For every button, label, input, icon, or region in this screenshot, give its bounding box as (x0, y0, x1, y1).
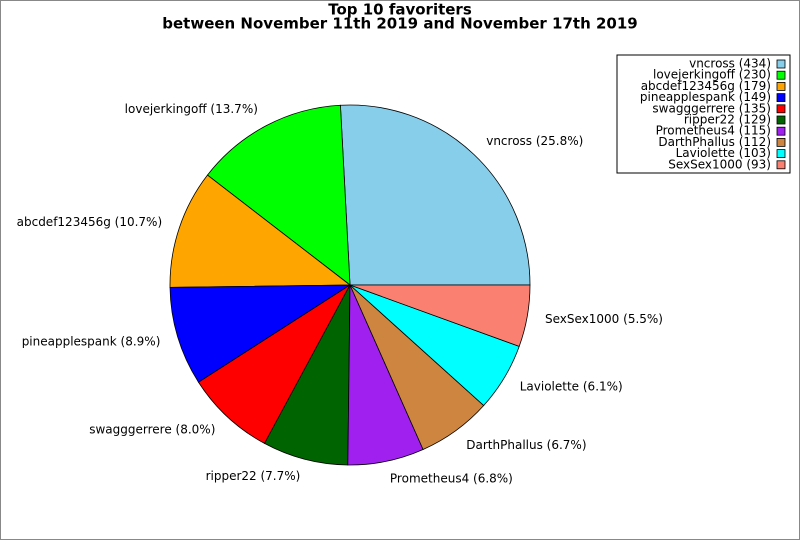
chart-subtitle: between November 11th 2019 and November … (162, 15, 638, 33)
slice-label: abcdef123456g (10.7%) (17, 215, 163, 229)
slice-label: vncross (25.8%) (486, 134, 583, 148)
legend-swatch (776, 115, 786, 125)
pie-slice (339, 104, 531, 286)
legend-label: abcdef123456g (179) (641, 79, 771, 93)
pie-slice (169, 174, 352, 288)
pie-slice (206, 104, 351, 286)
slice-label: SexSex1000 (5.5%) (545, 312, 663, 326)
legend-label: SexSex1000 (93) (668, 157, 771, 171)
legend-label: DarthPhallus (112) (658, 135, 771, 149)
legend-swatch (776, 93, 786, 102)
legend-label: swagggerrere (135) (652, 101, 771, 115)
slice-label: ripper22 (7.7%) (206, 469, 301, 483)
pie-slice (169, 284, 352, 383)
legend-swatch (776, 104, 786, 114)
legend-swatch (776, 126, 786, 136)
legend-swatch (776, 160, 786, 170)
legend-label: lovejerkingoff (230) (653, 68, 771, 82)
slice-label: lovejerkingoff (13.7%) (125, 102, 258, 116)
slice-label: swagggerrere (8.0%) (89, 423, 215, 437)
legend-label: Laviolette (103) (676, 146, 771, 160)
chart-title: Top 10 favoriters (328, 1, 472, 19)
slice-label: Laviolette (6.1%) (520, 379, 623, 393)
legend-label: pineapplespank (149) (640, 90, 771, 104)
slice-label: pineapplespank (8.9%) (22, 334, 161, 348)
pie-slice (349, 284, 531, 347)
legend-swatch (776, 59, 786, 69)
legend-swatch (776, 149, 786, 159)
pie-slice (197, 284, 351, 444)
legend-label: ripper22 (129) (684, 113, 771, 127)
legend-label: vncross (434) (689, 57, 771, 71)
legend-swatch (776, 82, 786, 91)
legend-swatch (776, 70, 786, 80)
slice-label: Prometheus4 (6.8%) (390, 471, 513, 485)
slice-label: DarthPhallus (6.7%) (466, 438, 586, 452)
legend-swatch (776, 137, 786, 147)
legend-label: Prometheus4 (115) (656, 124, 771, 138)
legend-box (616, 54, 791, 174)
